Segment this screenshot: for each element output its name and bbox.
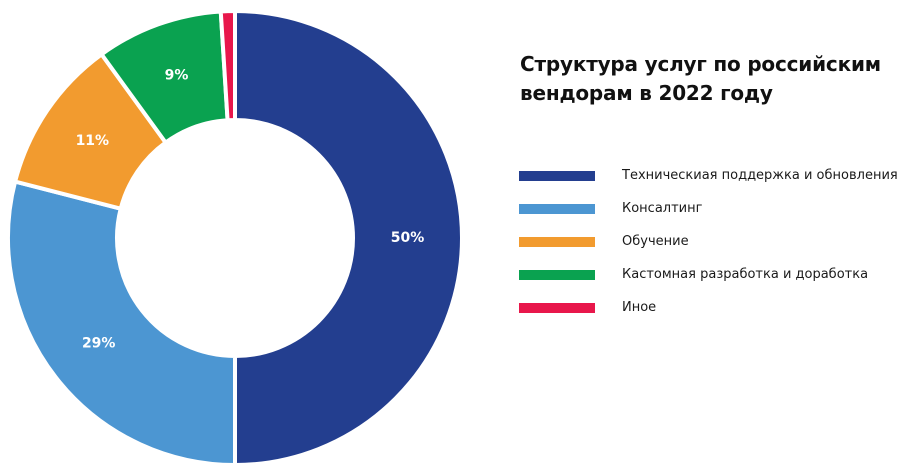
legend-swatch [519,203,595,214]
donut-slices [6,8,464,463]
slice-percent-label: 50% [391,230,425,246]
legend-item-other: Иное [519,291,898,324]
legend-swatch [519,269,595,280]
legend-label: Обучение [622,234,689,249]
legend-label: Техническиая поддержка и обновления [622,168,898,183]
slice-tech-support [233,8,464,463]
legend-swatch [519,170,595,181]
slice-percent-label: 11% [76,133,110,149]
legend: Техническиая поддержка и обновления Конс… [519,159,898,324]
legend-label: Консалтинг [622,201,703,216]
donut-chart: 50% 29% 11% 9% [6,8,464,463]
legend-swatch [519,236,595,247]
legend-item-consulting: Консалтинг [519,192,898,225]
legend-swatch [519,302,595,313]
legend-item-custom-development: Кастомная разработка и доработка [519,258,898,291]
chart-title: Структура услуг по российским вендорам в… [520,52,881,105]
legend-label: Иное [622,300,657,315]
slice-percent-label: 29% [82,336,116,352]
legend-item-tech-support: Техническиая поддержка и обновления [519,159,898,192]
legend-label: Кастомная разработка и доработка [622,267,869,282]
slice-percent-label: 9% [165,68,189,84]
legend-item-training: Обучение [519,225,898,258]
donut-slice-labels: 50% 29% 11% 9% [76,68,425,352]
slice-other [218,8,237,123]
slice-consulting [6,179,237,463]
